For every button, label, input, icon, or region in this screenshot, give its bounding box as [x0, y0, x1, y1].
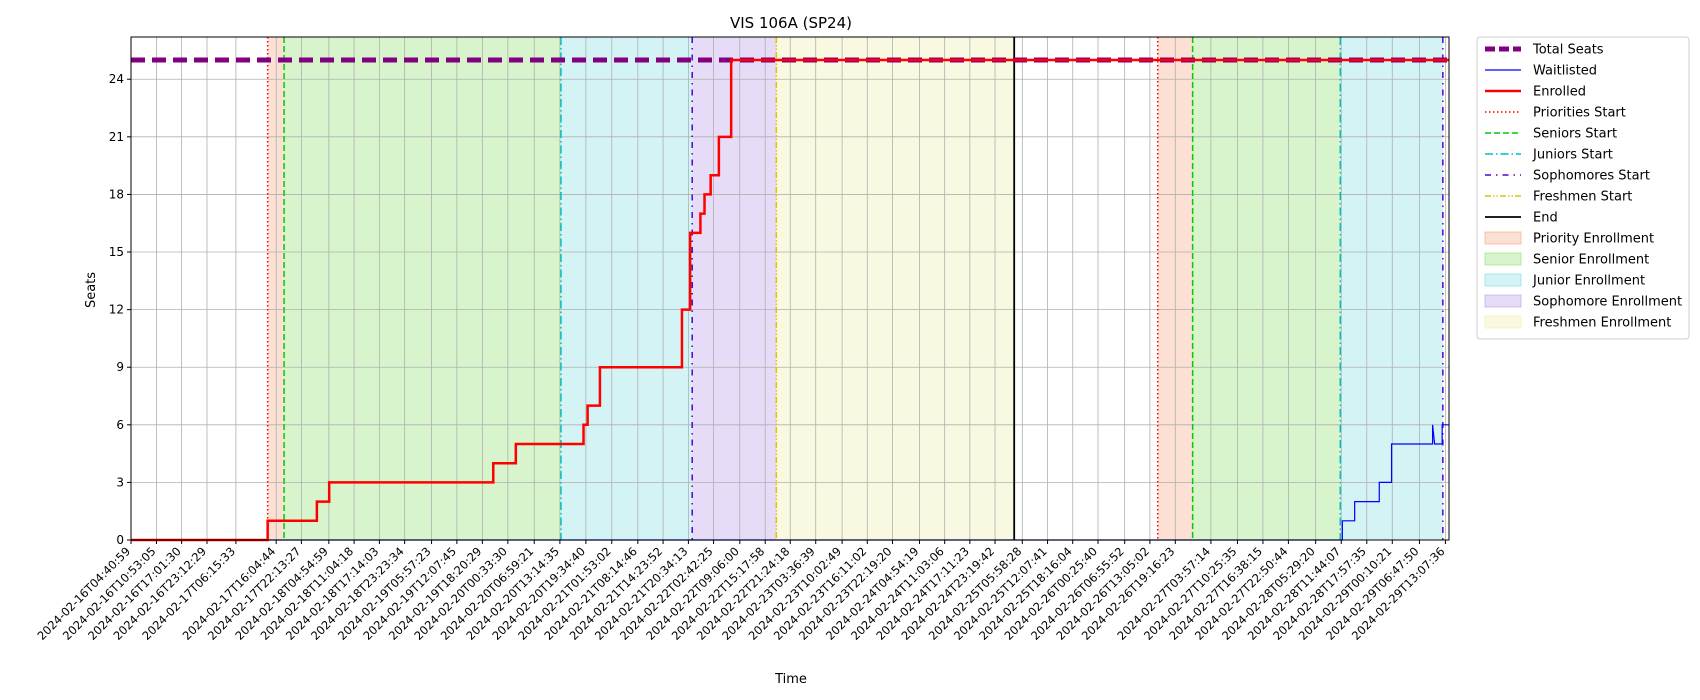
legend-label: Freshmen Start: [1533, 190, 1632, 205]
legend-label: Juniors Start: [1532, 148, 1613, 163]
y-axis-ticks: 0 3 6 9 12 15 18 21 24: [109, 72, 131, 547]
legend-label: Junior Enrollment: [1532, 274, 1645, 289]
y-tick-label: 15: [109, 245, 124, 259]
legend-swatch: [1484, 315, 1522, 329]
y-tick-label: 24: [109, 72, 124, 86]
span-freshmen-enrollment: [776, 37, 1015, 540]
chart-title: VIS 106A (SP24): [730, 14, 852, 32]
span-senior-enrollment: [1192, 37, 1341, 540]
grid: [130, 37, 1449, 541]
legend-label: Senior Enrollment: [1533, 253, 1649, 268]
legend-label: End: [1533, 211, 1558, 226]
legend-label: Priority Enrollment: [1533, 232, 1654, 247]
span-sophomore-enrollment: [692, 37, 777, 540]
y-tick-label: 6: [116, 418, 124, 432]
legend-label: Freshmen Enrollment: [1533, 316, 1671, 331]
y-tick-label: 21: [109, 130, 124, 144]
legend-label: Enrolled: [1533, 85, 1586, 100]
legend-label: Sophomores Start: [1533, 169, 1650, 184]
legend-label: Sophomore Enrollment: [1533, 295, 1682, 310]
span-senior-enrollment: [284, 37, 561, 540]
y-tick-label: 18: [109, 187, 124, 201]
enrollment-spans: [267, 37, 1443, 540]
legend-label: Priorities Start: [1533, 106, 1626, 121]
x-axis-ticks: 2024-02-16T04:40:592024-02-16T10:53:0520…: [34, 540, 1448, 643]
legend-swatch: [1484, 231, 1522, 245]
legend: Total Seats Waitlisted Enrolled Priorities …: [1476, 36, 1690, 340]
y-tick-label: 9: [116, 360, 124, 374]
y-tick-label: 0: [116, 533, 124, 547]
data-series: [131, 57, 1449, 542]
y-tick-label: 3: [116, 475, 124, 489]
series-enrolled: [131, 58, 1449, 542]
phase-start-lines: [266, 37, 1444, 540]
span-junior-enrollment: [560, 37, 693, 540]
legend-box: [1476, 36, 1690, 340]
legend-swatch: [1484, 294, 1522, 308]
legend-swatch: [1484, 252, 1522, 266]
series-waitlisted: [131, 424, 1449, 541]
x-axis-label: Time: [774, 672, 807, 687]
legend-label: Total Seats: [1532, 43, 1604, 58]
legend-swatch: [1484, 273, 1522, 287]
legend-label: Seniors Start: [1533, 127, 1617, 142]
y-tick-label: 12: [109, 303, 124, 317]
y-axis-label: Seats: [84, 272, 99, 308]
legend-label: Waitlisted: [1533, 64, 1597, 79]
